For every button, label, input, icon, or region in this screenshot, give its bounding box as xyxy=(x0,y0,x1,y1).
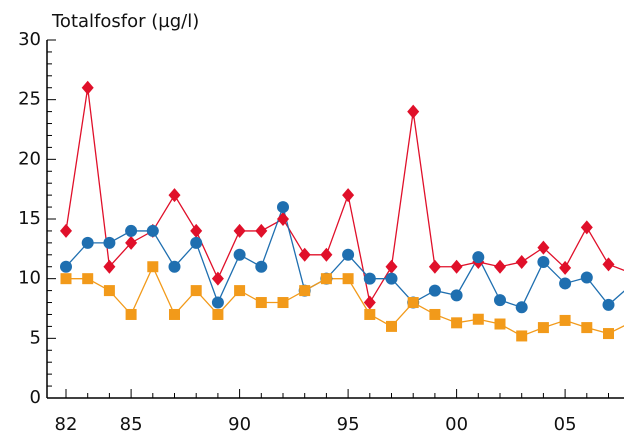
x-tick-label: 05 xyxy=(554,414,577,435)
marker xyxy=(537,322,549,334)
marker xyxy=(103,236,116,249)
marker xyxy=(428,259,441,274)
marker xyxy=(428,284,441,297)
marker xyxy=(255,223,268,238)
marker xyxy=(407,297,419,309)
marker xyxy=(212,308,224,320)
marker xyxy=(580,271,593,284)
marker xyxy=(429,308,441,320)
plot-area xyxy=(60,80,624,342)
y-tick-label: 30 xyxy=(18,29,41,50)
marker xyxy=(363,295,376,310)
marker xyxy=(537,240,550,255)
marker xyxy=(559,314,571,326)
marker xyxy=(233,223,246,238)
marker xyxy=(342,273,354,285)
x-tick-label: 85 xyxy=(120,414,143,435)
x-tick-label: 95 xyxy=(337,414,360,435)
marker xyxy=(125,224,138,237)
marker xyxy=(559,260,572,275)
y-tick-label: 20 xyxy=(18,148,41,169)
x-tick-label: 82 xyxy=(55,414,78,435)
marker xyxy=(299,285,311,297)
marker xyxy=(494,259,506,274)
marker xyxy=(451,317,463,329)
marker xyxy=(515,254,528,269)
marker xyxy=(277,201,289,214)
marker xyxy=(211,271,224,286)
marker xyxy=(147,261,159,273)
marker xyxy=(82,273,94,285)
marker xyxy=(537,255,550,268)
marker xyxy=(450,289,463,302)
marker xyxy=(580,220,593,235)
x-tick-label: 90 xyxy=(228,414,251,435)
marker xyxy=(60,260,72,273)
marker xyxy=(385,259,398,274)
marker xyxy=(298,247,311,262)
marker xyxy=(233,248,246,261)
marker xyxy=(363,272,376,285)
marker xyxy=(277,297,289,309)
marker xyxy=(255,297,267,309)
marker xyxy=(168,188,181,203)
marker xyxy=(472,251,485,264)
marker xyxy=(494,294,506,307)
marker xyxy=(320,273,332,285)
marker xyxy=(559,277,572,290)
y-tick-label: 10 xyxy=(18,268,41,289)
marker xyxy=(472,313,484,325)
y-tick-label: 25 xyxy=(18,89,41,110)
marker xyxy=(342,248,355,261)
marker xyxy=(516,330,528,342)
y-tick-label: 0 xyxy=(30,387,41,408)
marker xyxy=(125,235,138,250)
marker xyxy=(342,188,355,203)
y-tick-label: 15 xyxy=(18,208,41,229)
marker xyxy=(494,318,506,330)
marker xyxy=(103,259,116,274)
marker xyxy=(190,236,203,249)
marker xyxy=(255,260,268,273)
marker xyxy=(234,285,246,297)
marker xyxy=(320,247,333,262)
marker xyxy=(103,285,115,297)
marker xyxy=(581,322,593,334)
marker xyxy=(515,301,528,314)
marker xyxy=(407,104,420,119)
marker xyxy=(386,320,397,332)
marker xyxy=(190,285,202,297)
marker xyxy=(81,236,94,249)
marker xyxy=(60,223,72,238)
chart-title: Totalfosfor (µg/l) xyxy=(51,11,199,32)
marker xyxy=(125,308,137,320)
marker xyxy=(277,212,289,226)
marker xyxy=(602,298,615,311)
marker xyxy=(169,308,180,320)
x-tick-label: 00 xyxy=(445,414,468,435)
marker xyxy=(450,259,463,274)
marker xyxy=(211,296,224,309)
marker xyxy=(81,80,94,95)
marker xyxy=(60,273,72,285)
marker xyxy=(385,272,398,285)
marker xyxy=(190,223,203,238)
y-tick-label: 5 xyxy=(30,327,41,348)
marker xyxy=(364,308,376,320)
marker xyxy=(603,328,614,340)
marker xyxy=(168,260,181,273)
marker xyxy=(146,224,159,237)
marker xyxy=(602,257,615,272)
